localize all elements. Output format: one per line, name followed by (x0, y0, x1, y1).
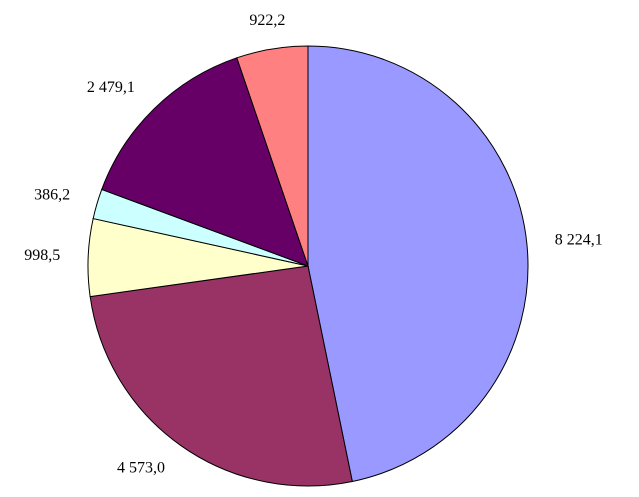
pie-slice (89, 265, 353, 487)
data-label: 8 224,1 (555, 232, 603, 249)
data-label: 386,2 (34, 187, 70, 204)
data-label: 998,5 (24, 247, 60, 264)
pie-slice (101, 57, 309, 267)
pie-slice (307, 45, 529, 483)
data-label: 4 573,0 (117, 459, 165, 476)
data-label: 2 479,1 (87, 79, 135, 96)
data-label: 922,2 (249, 12, 285, 29)
pie-slice (236, 45, 309, 267)
